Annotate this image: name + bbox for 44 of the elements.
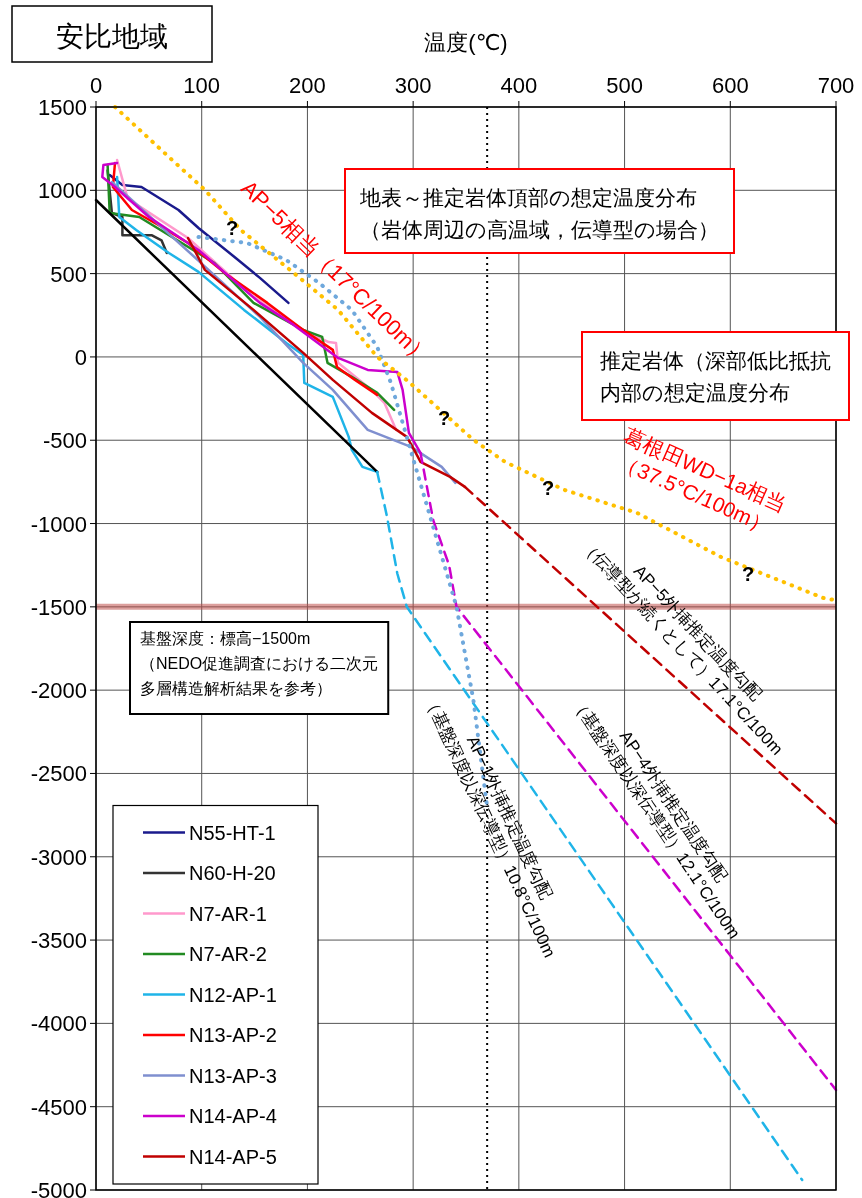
- y-tick-label: -500: [42, 428, 87, 454]
- y-tick-label: -2500: [30, 761, 87, 787]
- annotation: ?: [541, 477, 555, 499]
- legend-label: N14-AP-4: [189, 1105, 277, 1127]
- annotation: 推定岩体（深部低比抵抗内部の想定温度分布: [581, 331, 850, 421]
- x-tick-label: 0: [89, 73, 103, 98]
- x-tick-label: 600: [711, 73, 749, 98]
- y-tick-label: -2000: [30, 678, 87, 704]
- x-tick-label: 700: [817, 73, 855, 98]
- legend-label: N60-H-20: [189, 862, 276, 884]
- chart-title: 安比地域: [56, 21, 168, 52]
- y-tick-label: -1500: [30, 594, 87, 620]
- annotation: ?: [437, 407, 451, 429]
- y-tick-label: 1000: [38, 178, 87, 204]
- y-tick-label: 1500: [38, 95, 87, 120]
- legend-label: N7-AR-1: [189, 902, 267, 925]
- legend-label: N14-AP-5: [189, 1145, 277, 1168]
- y-tick-label: 500: [50, 261, 87, 287]
- annotation: 地表～推定岩体頂部の想定温度分布（岩体周辺の高温域，伝導型の場合）: [344, 168, 735, 254]
- y-tick-label: 0: [74, 344, 87, 370]
- annotation: 推定岩体（深部低比抵抗内部の想定温度分布: [600, 349, 831, 404]
- y-tick-label: -1000: [30, 511, 87, 537]
- y-tick-label: -5000: [30, 1178, 87, 1198]
- y-tick-label: -3500: [30, 928, 87, 954]
- title: 安比地域: [11, 5, 213, 63]
- legend-label: N12-AP-1: [189, 983, 277, 1006]
- x-tick-label: 200: [289, 73, 326, 98]
- legend-label: N7-AR-2: [189, 943, 267, 965]
- legend-label: N13-AP-2: [189, 1024, 277, 1046]
- y-tick-label: -3000: [30, 844, 87, 870]
- x-tick-label: 300: [394, 73, 432, 98]
- x-axis-title: 温度(℃): [424, 30, 508, 55]
- x-tick-label: 100: [183, 73, 221, 98]
- legend-label: N13-AP-3: [189, 1064, 277, 1087]
- y-tick-label: -4500: [30, 1094, 87, 1120]
- annotation: 地表～推定岩体頂部の想定温度分布（岩体周辺の高温域，伝導型の場合）: [359, 186, 719, 241]
- x-tick-label: 400: [500, 73, 538, 98]
- y-tick-label: -4000: [30, 1011, 87, 1037]
- annotation: 基盤深度：標高−1500m（NEDO促進調査における二次元多層構造解析結果を参考）: [129, 621, 390, 715]
- x-tick-label: 500: [606, 73, 643, 98]
- legend-label: N55-HT-1: [189, 821, 276, 844]
- annotation: ?: [225, 217, 239, 239]
- annotation: 基盤深度：標高−1500m（NEDO促進調査における二次元多層構造解析結果を参考）: [140, 630, 379, 697]
- annotation: ?: [741, 563, 755, 585]
